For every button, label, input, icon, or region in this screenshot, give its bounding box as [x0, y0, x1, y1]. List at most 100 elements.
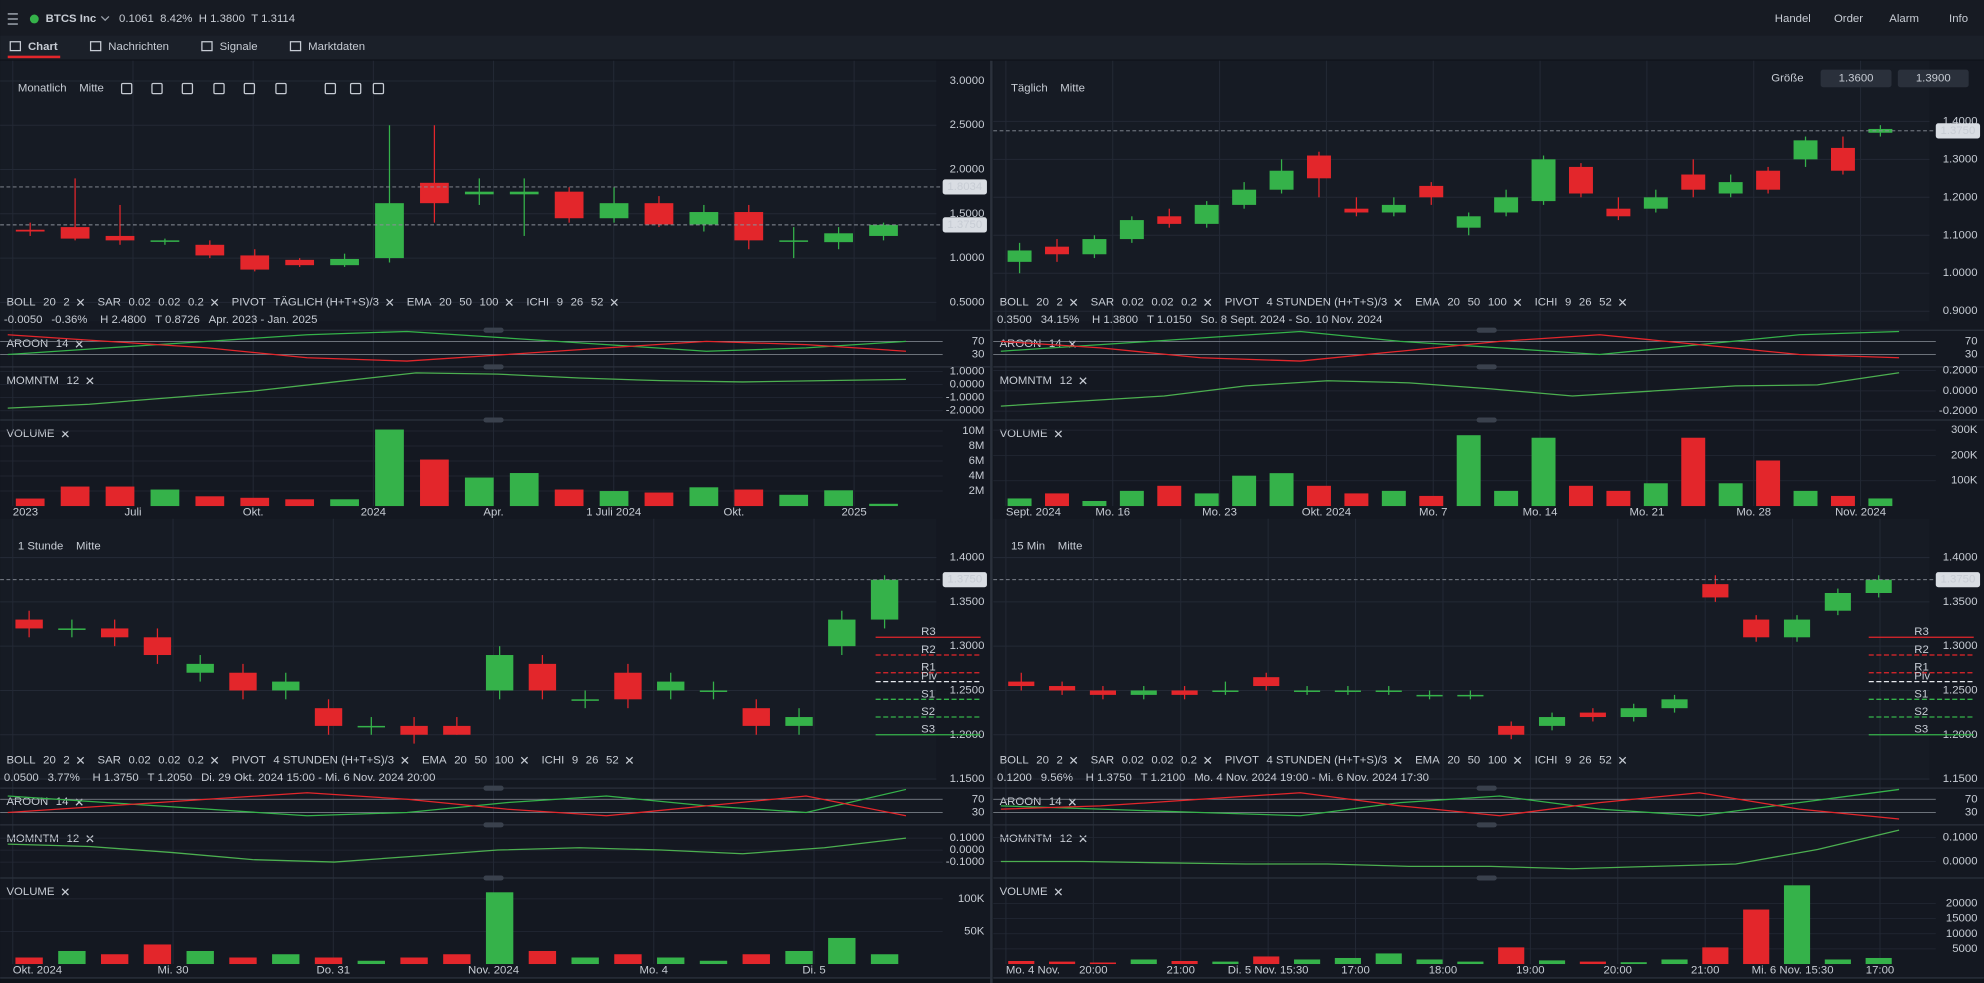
indicator-remove[interactable]: [1204, 298, 1212, 306]
volume-remove[interactable]: [61, 430, 69, 438]
price-mode[interactable]: Mitte: [79, 83, 104, 95]
candle-body: [1045, 246, 1069, 255]
splitter-handle[interactable]: [1476, 327, 1497, 333]
indicator-param: 26: [1579, 296, 1592, 308]
volume-remove[interactable]: [1054, 888, 1063, 896]
indicator-remove[interactable]: [1069, 756, 1078, 764]
splitter-handle[interactable]: [483, 364, 504, 370]
indicator-remove[interactable]: [1513, 756, 1522, 764]
splitter-handle[interactable]: [483, 327, 504, 333]
indicator-remove[interactable]: [1394, 756, 1402, 764]
tab[interactable]: Signale: [220, 41, 258, 53]
tab[interactable]: Nachrichten: [108, 41, 169, 53]
splitter-handle[interactable]: [483, 417, 504, 423]
volume-bar: [1620, 962, 1647, 965]
volume-remove[interactable]: [61, 888, 69, 896]
timeframe[interactable]: Monatlich: [18, 83, 67, 95]
x-tick-label: Okt. 2024: [13, 964, 62, 976]
toolbar-icon[interactable]: [349, 82, 362, 95]
menu-icon[interactable]: [7, 13, 18, 25]
indicator-remove[interactable]: [76, 756, 85, 764]
momentum-remove[interactable]: [86, 377, 94, 385]
size-box[interactable]: [1820, 69, 1892, 88]
aroon-remove[interactable]: [75, 340, 83, 348]
menu-item[interactable]: Order: [1834, 13, 1863, 25]
indicator-remove[interactable]: [610, 298, 618, 306]
candle-body: [240, 255, 270, 270]
aroon-remove[interactable]: [1068, 798, 1076, 806]
candle-body: [150, 240, 180, 242]
splitter-handle[interactable]: [1476, 875, 1497, 881]
splitter-handle[interactable]: [1476, 364, 1497, 370]
indicator-remove[interactable]: [386, 298, 394, 306]
tab[interactable]: Marktdaten: [308, 41, 365, 53]
indicator-remove[interactable]: [76, 298, 85, 306]
volume-bar: [1702, 947, 1729, 965]
menu-item[interactable]: Handel: [1775, 13, 1811, 25]
indicator-remove[interactable]: [1394, 298, 1402, 306]
timeframe[interactable]: Täglich: [1011, 83, 1048, 95]
indicator-remove[interactable]: [1618, 298, 1627, 306]
candle-body: [1783, 619, 1811, 638]
toolbar-icon[interactable]: [151, 82, 163, 95]
price-mode[interactable]: Mitte: [76, 541, 101, 553]
splitter-handle[interactable]: [1476, 785, 1497, 791]
volume-bar: [614, 954, 642, 965]
volume-bar: [229, 957, 257, 965]
indicator-remove[interactable]: [1204, 756, 1212, 764]
menu-item[interactable]: Alarm: [1889, 13, 1919, 25]
info-item: 0.0500: [4, 772, 39, 784]
volume-bar: [1865, 957, 1892, 965]
indicator-remove[interactable]: [505, 298, 513, 306]
menu-item[interactable]: Info: [1949, 13, 1968, 25]
toolbar-icon[interactable]: [275, 82, 287, 95]
toolbar-icon[interactable]: [243, 82, 256, 95]
indicator-remove[interactable]: [401, 756, 409, 764]
candle-body: [1538, 717, 1566, 726]
indicator-param: 26: [586, 754, 599, 766]
x-tick-label: Mo. 23: [1202, 506, 1237, 518]
x-tick-label: Mo. 28: [1736, 506, 1771, 518]
indicator-remove[interactable]: [625, 756, 634, 764]
momentum-tick-label: -0.1000: [946, 856, 985, 868]
price-mode[interactable]: Mitte: [1058, 541, 1083, 553]
indicator-remove[interactable]: [1069, 298, 1078, 306]
splitter-handle[interactable]: [483, 822, 504, 828]
indicator-remove[interactable]: [520, 756, 529, 764]
toolbar-icon[interactable]: [372, 82, 385, 95]
indicator-remove[interactable]: [210, 298, 219, 306]
toolbar-icon[interactable]: [324, 82, 337, 95]
indicator-name: EMA: [1415, 754, 1440, 766]
volume-bar: [1130, 959, 1157, 965]
volume-remove[interactable]: [1054, 430, 1063, 438]
indicator-remove[interactable]: [1513, 298, 1522, 306]
splitter-handle[interactable]: [1476, 417, 1497, 423]
volume-bar: [1307, 485, 1331, 507]
indicator-remove[interactable]: [210, 756, 219, 764]
toolbar-icon[interactable]: [120, 82, 133, 95]
toolbar-icon[interactable]: [181, 82, 194, 95]
timeframe[interactable]: 1 Stunde: [18, 541, 64, 553]
splitter-handle[interactable]: [1476, 822, 1497, 828]
tab[interactable]: Chart: [28, 41, 58, 53]
volume-bar: [272, 954, 300, 965]
volume-bar: [1381, 490, 1406, 507]
price-mode[interactable]: Mitte: [1060, 83, 1085, 95]
size-box[interactable]: [1897, 69, 1969, 88]
momentum-remove[interactable]: [1079, 377, 1087, 385]
momentum-remove[interactable]: [1079, 835, 1087, 843]
candle-body: [1606, 208, 1631, 217]
volume-bar: [143, 944, 172, 965]
splitter-handle[interactable]: [483, 785, 504, 791]
splitter-handle[interactable]: [483, 875, 504, 881]
info-item: -0.0050: [4, 314, 43, 326]
momentum-param: 12: [1060, 833, 1073, 845]
indicator-remove[interactable]: [1618, 756, 1627, 764]
symbol-dropdown[interactable]: [100, 15, 110, 22]
timeframe[interactable]: 15 Min: [1011, 541, 1045, 553]
toolbar-icon[interactable]: [213, 82, 225, 95]
y-tick-label: 1.1500: [1943, 773, 1978, 785]
momentum-remove[interactable]: [86, 835, 94, 843]
aroon-tick-label: 30: [972, 806, 985, 818]
